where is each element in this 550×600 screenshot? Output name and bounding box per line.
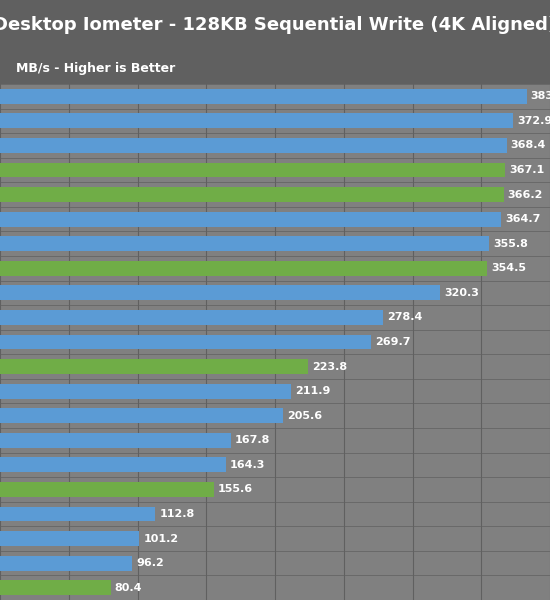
Text: MB/s - Higher is Better: MB/s - Higher is Better (16, 62, 176, 76)
Bar (0, 384, 292, 398)
Text: 164.3: 164.3 (230, 460, 266, 470)
Bar (0, 433, 231, 448)
Text: 269.7: 269.7 (375, 337, 410, 347)
Text: 101.2: 101.2 (143, 533, 178, 544)
Bar (0, 212, 502, 227)
Bar (0, 138, 507, 153)
Text: 155.6: 155.6 (218, 484, 253, 494)
Text: 383: 383 (531, 91, 550, 101)
Bar (0, 310, 383, 325)
Text: 355.8: 355.8 (493, 239, 528, 249)
Text: 80.4: 80.4 (115, 583, 142, 593)
Bar (0, 335, 371, 349)
Text: 211.9: 211.9 (295, 386, 331, 396)
Text: 364.7: 364.7 (505, 214, 541, 224)
Bar (0, 163, 505, 178)
Text: 320.3: 320.3 (444, 288, 480, 298)
Text: 366.2: 366.2 (508, 190, 543, 200)
Bar (0, 286, 441, 300)
Bar (0, 506, 155, 521)
Text: 278.4: 278.4 (387, 313, 422, 322)
Bar (0, 113, 513, 128)
Bar (0, 457, 226, 472)
Text: 223.8: 223.8 (312, 362, 347, 371)
Bar (0, 236, 490, 251)
Bar (0, 261, 487, 275)
Text: Desktop Iometer - 128KB Sequential Write (4K Aligned): Desktop Iometer - 128KB Sequential Write… (0, 16, 550, 34)
Text: 96.2: 96.2 (136, 558, 164, 568)
Text: 367.1: 367.1 (509, 165, 544, 175)
Bar (0, 187, 504, 202)
Bar (0, 580, 111, 595)
Bar (0, 531, 139, 546)
Text: 112.8: 112.8 (160, 509, 195, 519)
Text: 354.5: 354.5 (492, 263, 526, 273)
Text: 205.6: 205.6 (287, 411, 322, 421)
Bar (0, 89, 527, 104)
Bar (0, 409, 283, 423)
Bar (0, 359, 308, 374)
Text: 372.9: 372.9 (517, 116, 550, 126)
Text: 167.8: 167.8 (235, 435, 270, 445)
Bar (0, 482, 214, 497)
Text: 368.4: 368.4 (510, 140, 546, 151)
Bar (0, 556, 133, 571)
